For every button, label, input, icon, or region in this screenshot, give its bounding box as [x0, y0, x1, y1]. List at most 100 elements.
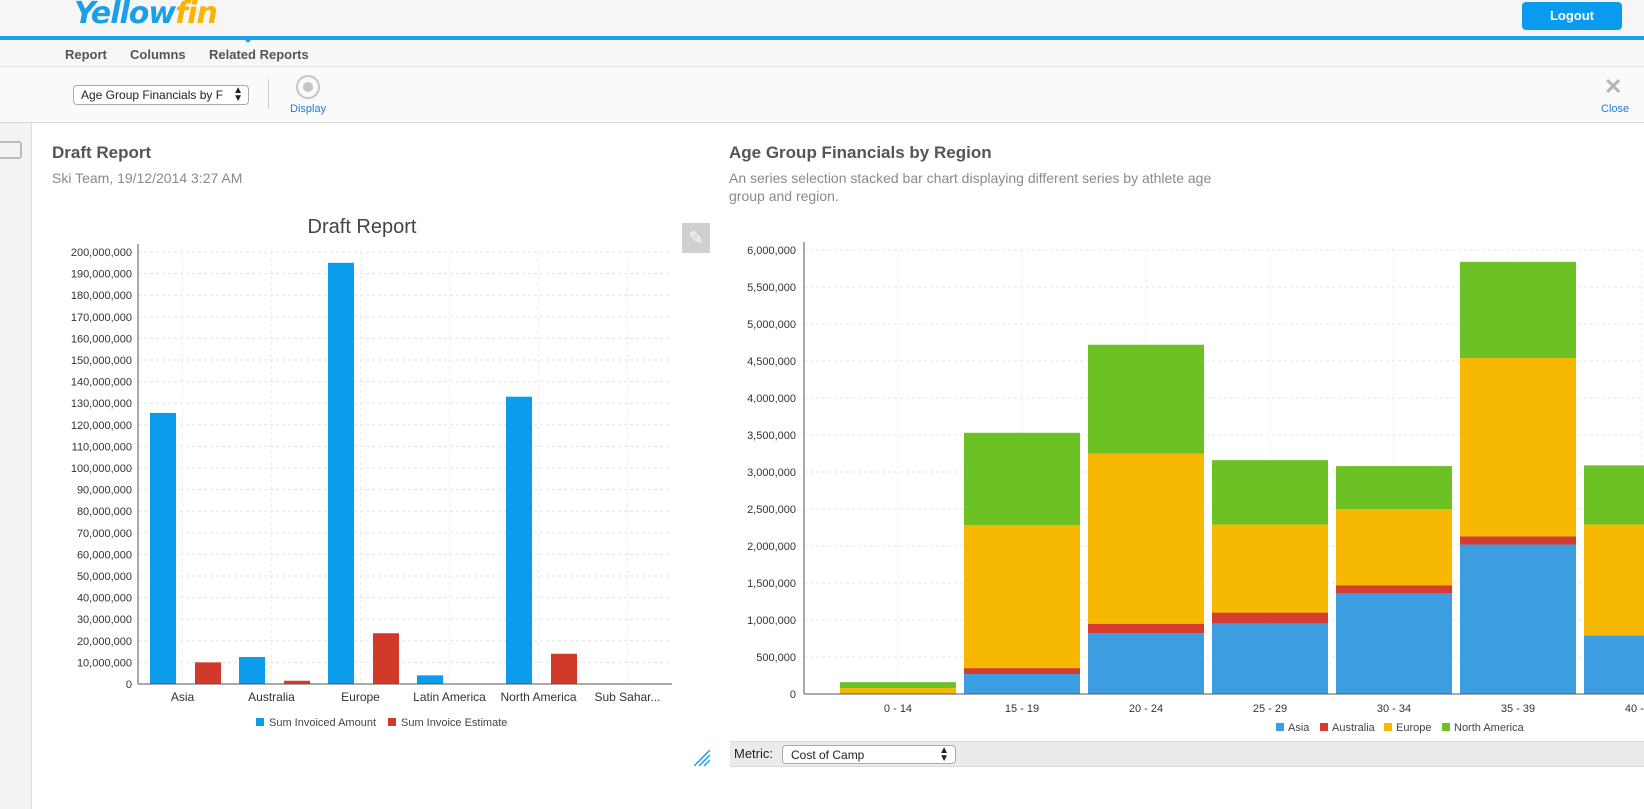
metric-label: Metric: [734, 746, 773, 761]
toolbar-divider [268, 79, 269, 109]
y-tick-label: 6,000,000 [747, 245, 796, 257]
x-tick-label: Europe [341, 690, 380, 704]
y-tick-label: 1,500,000 [747, 578, 796, 590]
y-tick-label: 140,000,000 [71, 377, 132, 389]
header-accent-line [0, 36, 1644, 40]
x-tick-label: North America [500, 690, 576, 704]
legend-label: North America [1454, 722, 1525, 734]
y-tick-label: 150,000,000 [71, 355, 132, 367]
y-tick-label: 180,000,000 [71, 290, 132, 302]
tab-report[interactable]: Report [65, 47, 107, 62]
report-select-value: Age Group Financials by F [81, 88, 224, 102]
legend-swatch [1442, 723, 1450, 731]
stack-segment-north_america [840, 682, 956, 689]
tab-columns[interactable]: Columns [130, 47, 186, 62]
age-group-stacked-chart: 0 500,000 1,000,000 1,500,000 2,000,000 2,500… [747, 242, 1644, 734]
draft-report-chart: Draft Report 0 10,000,000 20,000,000 30,000,… [71, 216, 672, 729]
stack-segment-north_america [1584, 465, 1644, 525]
close-button[interactable]: Close [1601, 103, 1630, 115]
metric-select[interactable]: Cost of Camp ▲ ▼ [782, 745, 956, 764]
report-select[interactable]: Age Group Financials by F ▲ ▼ [73, 85, 249, 105]
y-tick-label: 60,000,000 [77, 549, 132, 561]
stack-segment-asia [964, 674, 1080, 694]
y-tick-label: 2,500,000 [747, 504, 796, 516]
x-tick-label: 30 - 34 [1377, 703, 1411, 715]
y-tick-label: 130,000,000 [71, 398, 132, 410]
bar-sum-invoiced-amount [417, 675, 443, 684]
stack-segment-north_america [1460, 261, 1576, 359]
legend-label: Australia [1332, 722, 1376, 734]
bar-sum-invoice-estimate [284, 680, 310, 684]
select-arrows-icon: ▲ ▼ [939, 745, 949, 764]
stack-segment-asia [1088, 633, 1204, 694]
stack-segment-australia [1336, 585, 1452, 594]
stack-segment-asia [1584, 635, 1644, 694]
legend-swatch [1276, 723, 1284, 731]
y-tick-label: 90,000,000 [77, 485, 132, 497]
x-tick-label: 15 - 19 [1005, 703, 1039, 715]
x-tick-label: Australia [248, 690, 295, 704]
bar-sum-invoiced-amount [506, 396, 532, 684]
stack-segment-australia [964, 668, 1080, 675]
left-report-title: Draft Report [52, 143, 152, 162]
stack-segment-europe [964, 525, 1080, 669]
tab-bar: Report Columns Related Reports [0, 40, 1644, 67]
bar-sum-invoice-estimate [195, 662, 221, 684]
right-report-description-line1: An series selection stacked bar chart di… [729, 170, 1212, 186]
stack-segment-north_america [1088, 344, 1204, 454]
y-tick-label: 4,500,000 [747, 356, 796, 368]
metric-select-value: Cost of Camp [791, 748, 865, 762]
logo-text-fin: fin [175, 0, 218, 31]
y-tick-label: 5,500,000 [747, 282, 796, 294]
y-tick-label: 0 [126, 679, 132, 691]
stack-segment-north_america [1336, 466, 1452, 509]
y-tick-label: 4,000,000 [747, 393, 796, 405]
y-tick-label: 200,000,000 [71, 247, 132, 259]
legend-label: Asia [1288, 722, 1310, 734]
close-icon[interactable]: ✕ [1604, 74, 1623, 99]
left-report-subtitle: Ski Team, 19/12/2014 3:27 AM [52, 170, 243, 186]
legend-label: Sum Invoice Estimate [401, 717, 507, 729]
y-tick-label: 500,000 [756, 652, 796, 664]
resize-icon[interactable] [694, 750, 710, 766]
x-tick-label: 20 - 24 [1129, 703, 1163, 715]
stack-segment-europe [1584, 524, 1644, 636]
x-tick-label: 0 - 14 [884, 703, 912, 715]
legend-swatch [1384, 723, 1392, 731]
legend-label: Sum Invoiced Amount [269, 717, 376, 729]
x-tick-label: 35 - 39 [1501, 703, 1535, 715]
x-tick-label: Sub Sahar... [594, 690, 660, 704]
tab-related-reports[interactable]: Related Reports [209, 47, 309, 62]
stack-segment-australia [1088, 623, 1204, 634]
display-icon[interactable] [296, 75, 320, 99]
edit-pencil-icon[interactable]: ✎ [682, 223, 710, 253]
y-tick-label: 10,000,000 [77, 657, 132, 669]
y-tick-label: 170,000,000 [71, 312, 132, 324]
right-report-description-line2: group and region. [729, 188, 839, 204]
chart-title: Draft Report [308, 216, 417, 238]
logout-button[interactable]: Logout [1522, 2, 1622, 30]
yellowfin-logo[interactable]: Yellowfin [74, 0, 218, 31]
legend-swatch [256, 718, 264, 726]
left-rail [0, 123, 32, 809]
y-tick-label: 50,000,000 [77, 571, 132, 583]
legend-swatch [1320, 723, 1328, 731]
y-tick-label: 2,000,000 [747, 541, 796, 553]
select-arrows-icon: ▲ ▼ [233, 85, 243, 104]
legend-label: Europe [1396, 722, 1431, 734]
folder-icon[interactable] [0, 141, 22, 159]
bar-sum-invoiced-amount [150, 412, 176, 684]
active-tab-indicator [243, 38, 253, 43]
stack-segment-europe [1212, 524, 1328, 613]
stack-segment-europe [840, 688, 956, 694]
y-tick-label: 5,000,000 [747, 319, 796, 331]
logo-text-yellow: Yellow [74, 0, 176, 31]
stack-segment-europe [1460, 358, 1576, 537]
stack-segment-north_america [1212, 460, 1328, 525]
y-tick-label: 3,500,000 [747, 430, 796, 442]
right-report-title: Age Group Financials by Region [729, 143, 992, 162]
bar-sum-invoice-estimate [551, 653, 577, 684]
display-button[interactable]: Display [290, 103, 327, 115]
x-tick-label: Asia [171, 690, 195, 704]
